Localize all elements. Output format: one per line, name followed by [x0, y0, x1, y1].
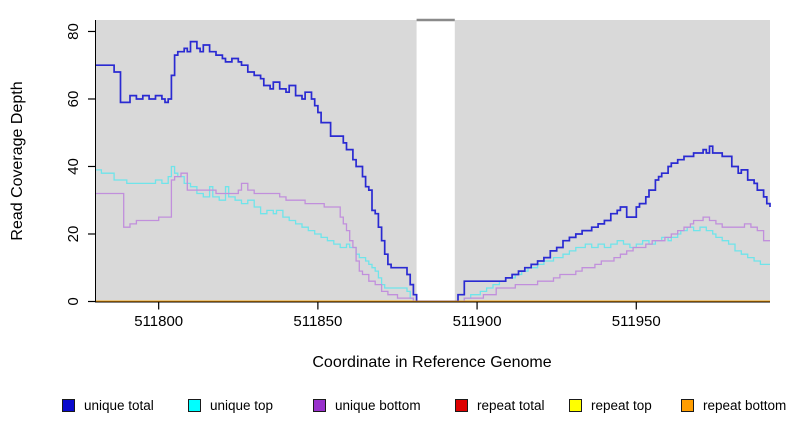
legend-label: repeat bottom — [703, 397, 787, 413]
plot-svg: 0 20 40 60 80 511800 511850 511900 511950 Coordi… — [9, 18, 771, 371]
legend-swatch-unique-total — [62, 398, 75, 412]
legend-item-unique-bottom: unique bottom — [313, 396, 421, 414]
no-data-gap-region — [416, 20, 455, 302]
legend-item-repeat-bottom: repeat bottom — [681, 396, 786, 414]
legend-label: unique top — [210, 397, 274, 413]
x-tick-label: 511850 — [293, 313, 342, 330]
legend-swatch-repeat-top — [569, 398, 582, 412]
series-unique-total — [95, 40, 771, 303]
y-axis-title: Read Coverage Depth — [9, 81, 26, 240]
legend-label: unique bottom — [335, 397, 421, 413]
legend-swatch-repeat-bottom — [681, 398, 694, 412]
legend-swatch-unique-bottom — [313, 398, 326, 412]
y-tick-label: 60 — [65, 91, 82, 108]
coverage-chart: 0 20 40 60 80 511800 511850 511900 511950 Coordi… — [9, 18, 771, 371]
legend-item-unique-total: unique total — [62, 396, 154, 414]
x-tick-label: 511900 — [453, 313, 502, 330]
y-tick-label: 80 — [65, 23, 82, 40]
chart-legend: unique total unique top unique bottom repea… — [0, 396, 792, 416]
legend-swatch-unique-top — [188, 398, 201, 412]
y-tick-label: 0 — [65, 297, 82, 305]
x-tick-label: 511950 — [612, 313, 661, 330]
x-tick-label: 511800 — [134, 313, 183, 330]
y-tick-label: 40 — [65, 158, 82, 175]
x-axis-title: Coordinate in Reference Genome — [312, 354, 551, 371]
legend-label: repeat top — [591, 397, 652, 413]
axes: 0 20 40 60 80 511800 511850 511900 511950 — [65, 20, 770, 330]
legend-item-repeat-total: repeat total — [455, 396, 545, 414]
series-unique-top — [95, 165, 770, 303]
legend-label: repeat total — [477, 397, 545, 413]
legend-swatch-repeat-total — [455, 398, 468, 412]
plot-background — [95, 18, 770, 302]
legend-item-unique-top: unique top — [188, 396, 273, 414]
legend-label: unique total — [84, 397, 154, 413]
legend-item-repeat-top: repeat top — [569, 396, 652, 414]
y-tick-label: 20 — [65, 226, 82, 243]
